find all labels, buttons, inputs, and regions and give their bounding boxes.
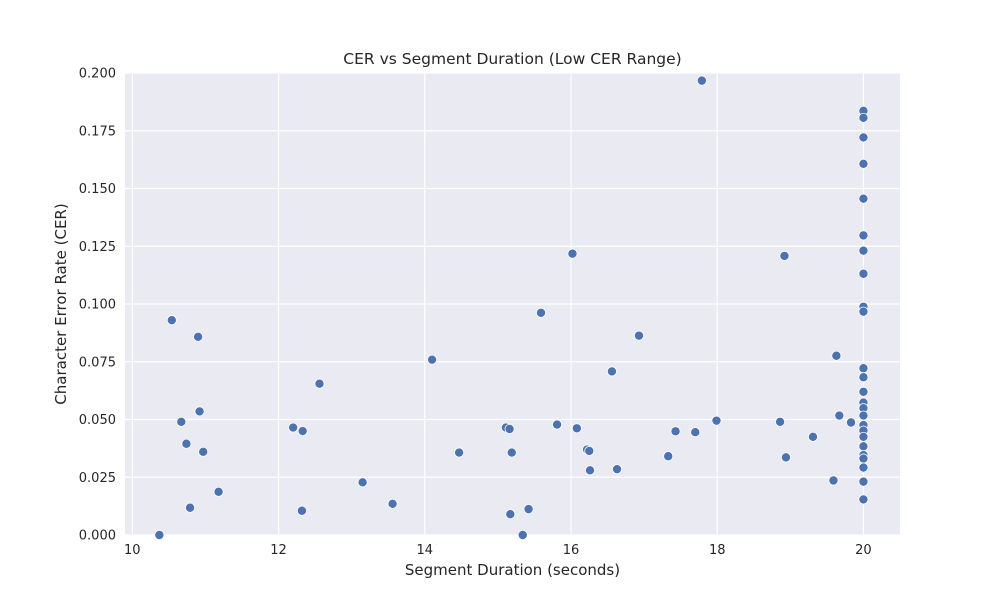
data-point [858,132,869,143]
data-points [154,75,869,541]
data-point [858,453,869,464]
data-point [670,426,681,437]
data-point [858,462,869,473]
x-tick-label: 12 [270,543,287,558]
data-point [552,419,563,430]
data-point [181,438,192,449]
data-point [858,112,869,123]
data-point [357,477,368,488]
y-tick-label: 0.025 [79,471,116,486]
data-point [297,426,308,437]
data-point [571,423,582,434]
data-point [807,431,818,442]
data-point [780,452,791,463]
y-tick-label: 0.100 [79,298,116,313]
data-point [288,422,299,433]
data-point [517,530,528,541]
data-point [858,494,869,505]
data-point [846,417,857,428]
data-point [858,193,869,204]
data-point [536,307,547,318]
data-point [858,268,869,279]
x-tick-label: 16 [563,543,580,558]
y-tick-label: 0.175 [79,124,116,139]
data-point [663,451,674,462]
data-point [711,415,722,426]
x-tick-label: 14 [416,543,433,558]
data-point [696,75,707,86]
data-point [612,464,623,475]
data-point [567,248,578,259]
data-point [633,330,644,341]
x-axis-label: Segment Duration (seconds) [405,561,620,579]
data-point [858,431,869,442]
data-point [606,366,617,377]
data-point [775,416,786,427]
chart-title: CER vs Segment Duration (Low CER Range) [343,50,681,68]
data-point [176,416,187,427]
data-point [296,505,307,516]
data-point [198,446,209,457]
data-point [185,502,196,513]
data-point [858,363,869,374]
data-point [858,410,869,421]
y-tick-label: 0.050 [79,413,116,428]
data-point [505,509,516,520]
y-tick-labels: 0.000 0.025 0.050 0.075 0.100 0.125 0.150 0.175… [79,67,116,544]
x-tick-label: 10 [124,543,141,558]
data-point [858,476,869,487]
data-point [194,406,205,417]
data-point [213,486,224,497]
y-tick-label: 0.075 [79,355,116,370]
data-point [690,427,701,438]
x-tick-label: 20 [855,543,872,558]
data-point [523,504,534,515]
data-point [858,158,869,169]
data-point [828,475,839,486]
data-point [454,447,465,458]
y-tick-label: 0.000 [79,529,116,544]
data-point [427,354,438,365]
x-tick-label: 18 [709,543,726,558]
y-axis-label: Character Error Rate (CER) [52,203,70,404]
data-point [831,350,842,361]
data-point [166,315,177,326]
y-tick-label: 0.150 [79,182,116,197]
y-tick-label: 0.200 [79,67,116,82]
data-point [585,465,596,476]
data-point [314,378,325,389]
data-point [858,386,869,397]
data-point [506,447,517,458]
data-point [858,372,869,383]
data-point [193,331,204,342]
data-point [858,245,869,256]
y-tick-label: 0.125 [79,240,116,255]
data-point [858,441,869,452]
data-point [387,498,398,509]
data-point [779,250,790,261]
grid-lines [125,72,900,536]
data-point [504,423,515,434]
data-point [858,230,869,241]
data-point [858,306,869,317]
data-point [584,445,595,456]
data-point [154,530,165,541]
x-tick-labels: 10 12 14 16 18 20 [124,543,872,558]
data-point [834,410,845,421]
